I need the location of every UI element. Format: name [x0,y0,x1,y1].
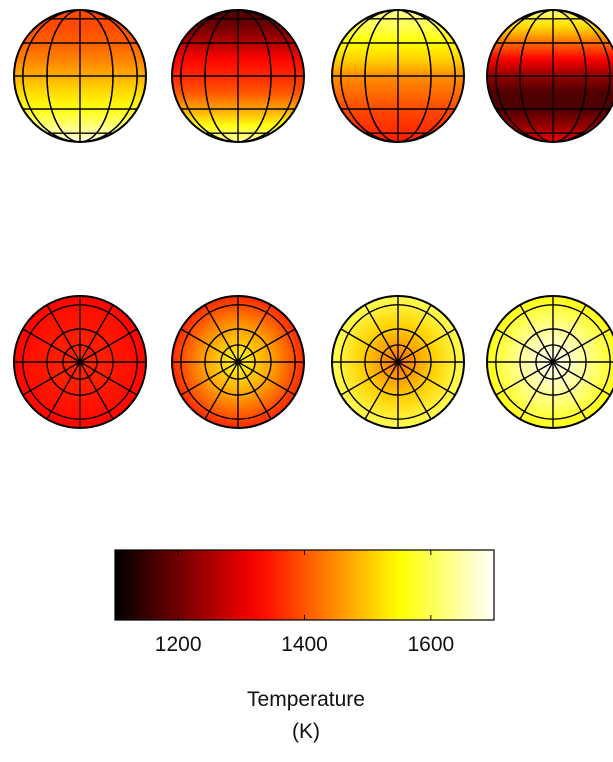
meridian-spoke [552,328,611,363]
globe-polar-4 [486,295,613,429]
globe-graticule [332,296,464,428]
globe-polar-2 [171,295,305,429]
meridian-spoke [495,361,554,396]
globe-outline [331,295,465,429]
meridian-spoke [340,328,399,363]
globe-graticule [332,10,464,142]
globe-equatorial-2 [171,9,305,143]
meridian-spoke [552,304,587,363]
meridian-spoke [22,361,81,396]
meridian-spoke [519,304,554,363]
meridian-line [364,10,432,142]
meridian-spoke [364,361,399,420]
globe-equatorial-4 [486,9,613,143]
globe-outline [13,295,147,429]
meridian-spoke [340,361,399,396]
meridian-spoke [495,328,554,363]
meridian-line [340,10,456,142]
globe-polar-1 [13,295,147,429]
meridian-spoke [397,328,456,363]
meridian-spoke [519,361,554,420]
meridian-spoke [79,328,138,363]
globe-graticule [172,296,304,428]
colorbar-ticks [177,550,432,620]
globe-outline [171,9,305,143]
globe-equatorial-1 [13,9,147,143]
colorbar-gradient [114,549,495,621]
meridian-line [180,10,296,142]
meridian-spoke [204,304,239,363]
meridian-spoke [397,304,432,363]
meridian-spoke [79,304,114,363]
globe-outline [486,9,613,143]
meridian-spoke [397,361,456,396]
meridian-spoke [364,304,399,363]
globe-outline [171,295,305,429]
meridian-line [46,10,114,142]
meridian-spoke [237,328,296,363]
meridian-spoke [46,304,81,363]
meridian-spoke [552,361,611,396]
meridian-spoke [180,361,239,396]
meridian-spoke [552,361,587,420]
globe-outline [13,9,147,143]
globe-equatorial-3 [331,9,465,143]
globe-graticule [487,296,613,428]
globe-graticule [14,296,146,428]
colorbar [114,549,495,621]
meridian-line [495,10,611,142]
meridian-line [519,10,587,142]
meridian-spoke [79,361,114,420]
meridian-spoke [237,361,272,420]
polar-view-row [13,295,613,429]
meridian-spoke [22,328,81,363]
meridian-spoke [237,361,296,396]
globe-outline [331,9,465,143]
meridian-spoke [180,328,239,363]
globe-polar-3 [331,295,465,429]
meridian-line [22,10,138,142]
meridian-spoke [79,361,138,396]
equatorial-view-row [13,9,613,143]
globe-graticule [14,10,146,142]
meridian-spoke [237,304,272,363]
meridian-spoke [204,361,239,420]
meridian-spoke [46,361,81,420]
globe-outline [486,295,613,429]
meridian-spoke [397,361,432,420]
meridian-line [204,10,272,142]
